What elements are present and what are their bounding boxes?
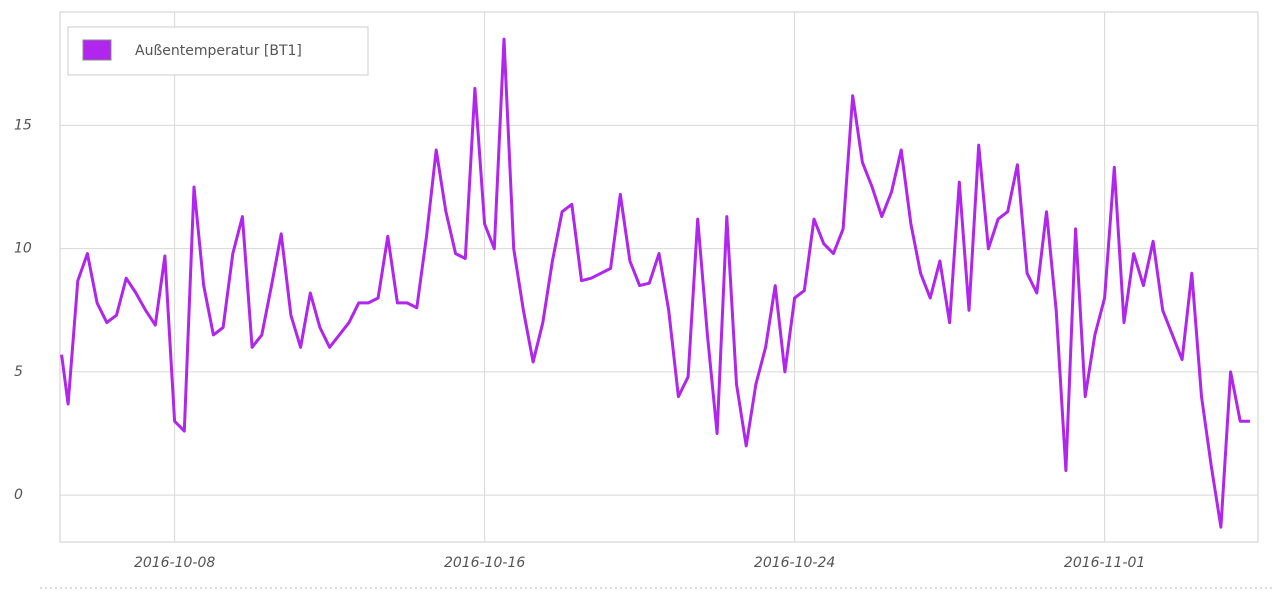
legend-swatch xyxy=(82,39,112,61)
y-tick-label: 10 xyxy=(14,241,32,257)
plot-border xyxy=(59,11,1259,543)
y-tick-label: 15 xyxy=(14,117,32,133)
x-tick-label: 2016-10-16 xyxy=(444,555,525,571)
data-line xyxy=(60,37,1250,529)
x-tick-label: 2016-10-24 xyxy=(754,555,835,571)
legend-label: Außentemperatur [BT1] xyxy=(135,43,302,59)
y-tick-label: 0 xyxy=(14,487,23,503)
legend-box xyxy=(67,26,369,76)
x-tick-label: 2016-10-08 xyxy=(134,555,215,571)
y-tick-label: 5 xyxy=(14,364,23,380)
x-tick-label: 2016-11-01 xyxy=(1064,555,1145,571)
